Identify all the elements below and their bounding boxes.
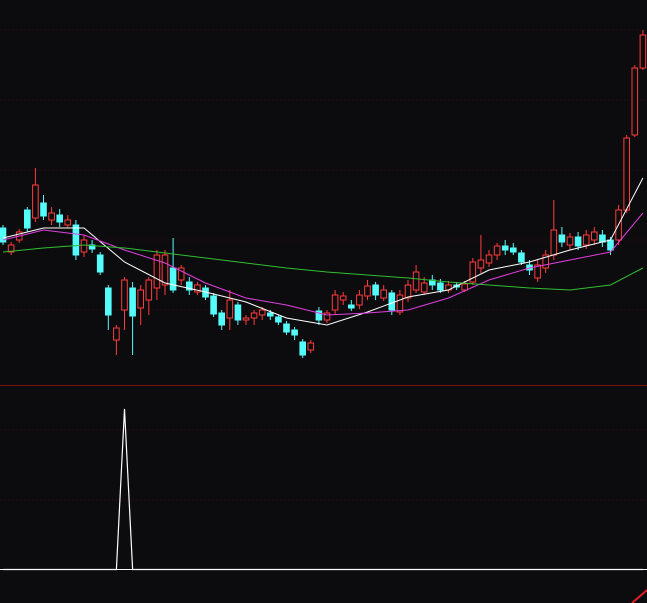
candle-body [113, 327, 120, 341]
candle-body [623, 137, 631, 211]
moving-average [2, 244, 644, 291]
candle-body [582, 234, 590, 246]
candle-body [137, 289, 144, 309]
candle-body [591, 231, 598, 241]
candle-body [186, 281, 193, 291]
candle-body [323, 312, 331, 321]
candle-body [364, 285, 371, 297]
candle-body [234, 304, 242, 321]
candle-body [518, 252, 525, 263]
candle-body [121, 279, 128, 311]
candle-body [80, 239, 88, 253]
candle-body [510, 247, 517, 253]
candle-body [194, 284, 201, 293]
candle-body [558, 234, 566, 243]
candle-body [485, 254, 493, 264]
candle-body [145, 279, 153, 301]
candle-body [24, 209, 31, 229]
candle-body [348, 304, 355, 309]
candle-body [534, 264, 541, 279]
candle-body [599, 234, 606, 243]
candle-body [372, 284, 379, 296]
candle-body [380, 289, 387, 299]
candle-body [32, 184, 39, 219]
candle-body [469, 261, 477, 283]
candle-body [242, 317, 250, 321]
candle-body [566, 236, 574, 246]
candle-body [72, 224, 80, 256]
candle-body [291, 329, 298, 336]
candle-body [639, 34, 647, 69]
candle-body [477, 259, 485, 269]
candle-body [161, 254, 169, 286]
candle-body [315, 310, 323, 321]
candle-body [64, 219, 72, 226]
candle-body [307, 342, 315, 351]
candle-body [7, 244, 15, 253]
candle-body [250, 312, 258, 319]
indicator-line [3, 408, 643, 571]
candle-body [177, 267, 185, 281]
candle-body [501, 245, 509, 251]
candle-body [461, 283, 468, 291]
candle-body [48, 212, 55, 221]
candle-body [275, 316, 282, 323]
candle-body [420, 282, 428, 293]
candle-body [169, 267, 177, 291]
candle-body [96, 254, 104, 273]
candle-body [339, 295, 347, 301]
candle-body [631, 67, 639, 136]
candle-body [210, 295, 217, 315]
candle-body [356, 294, 363, 306]
moving-average [2, 177, 644, 326]
candle-body [574, 236, 582, 247]
candle-body [153, 254, 161, 289]
candle-body [437, 282, 444, 291]
candle-body [258, 309, 266, 316]
candle-body [218, 312, 225, 326]
candle-body [267, 312, 274, 317]
candle-body [412, 271, 420, 291]
candle-body [388, 292, 396, 311]
candle-body [550, 229, 558, 256]
candle-body [283, 323, 290, 333]
candle-body [607, 239, 614, 251]
candle-body [396, 294, 404, 313]
moving-average [2, 212, 644, 316]
candle-body [493, 245, 501, 256]
candle-body [226, 299, 234, 319]
corner-mark [631, 589, 647, 603]
candle-body [542, 254, 550, 269]
candle-body [88, 244, 96, 250]
candle-body [105, 287, 112, 316]
candle-body [129, 287, 136, 317]
candle-body [0, 227, 7, 243]
candle-body [299, 341, 306, 356]
candle-body [331, 294, 339, 311]
candle-body [40, 202, 47, 217]
candle-body [56, 214, 64, 223]
candle-body [404, 284, 412, 299]
